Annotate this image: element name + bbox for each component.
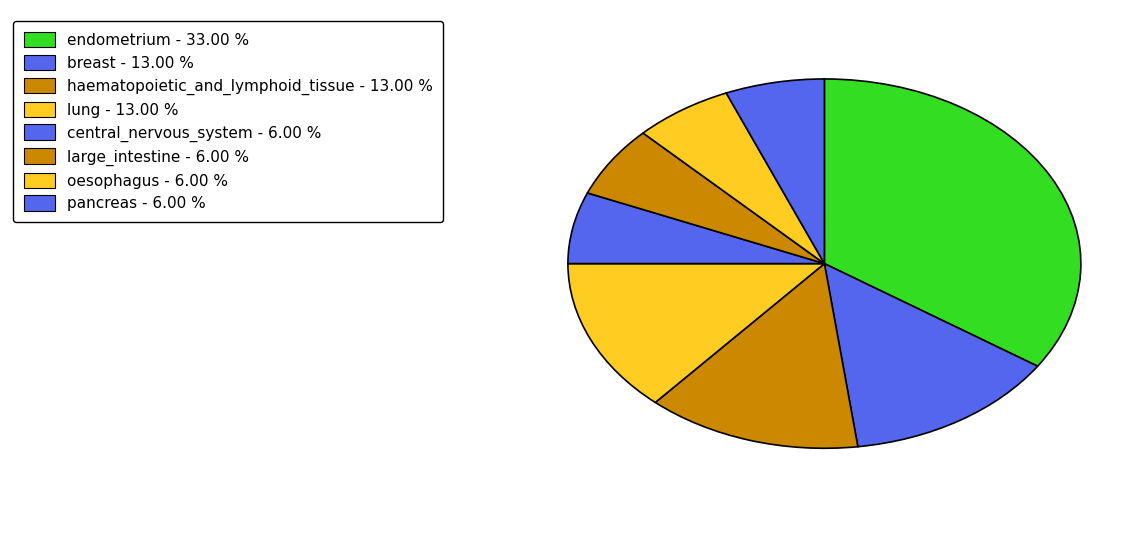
Wedge shape: [726, 79, 824, 264]
Wedge shape: [568, 193, 824, 264]
Wedge shape: [643, 93, 824, 264]
Legend: endometrium - 33.00 %, breast - 13.00 %, haematopoietic_and_lymphoid_tissue - 13: endometrium - 33.00 %, breast - 13.00 %,…: [14, 21, 443, 222]
Wedge shape: [568, 264, 824, 402]
Wedge shape: [655, 264, 858, 448]
Wedge shape: [587, 133, 824, 264]
Wedge shape: [824, 264, 1037, 447]
Wedge shape: [824, 79, 1081, 366]
